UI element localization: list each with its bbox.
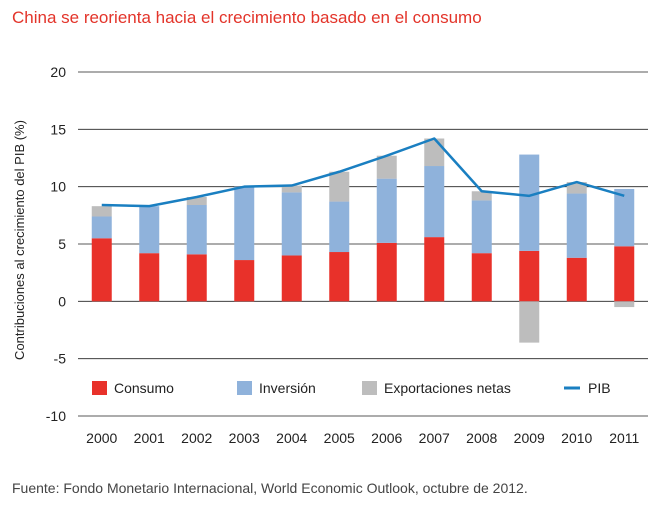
legend-pib: PIB [564,380,611,396]
bar-consumo [234,260,255,302]
x-tick-label: 2006 [371,430,402,446]
bar-inversion [519,154,540,251]
chart-title: China se reorienta hacia el crecimiento … [12,8,482,27]
bar-inversion [424,166,445,238]
bar-exportaciones-netas [329,171,350,202]
bar-inversion [614,188,635,247]
x-tick-label: 2008 [466,430,497,446]
y-tick-label: 15 [50,121,66,137]
legend-exportaciones-netas: Exportaciones netas [362,380,511,396]
bar-exportaciones-netas [614,301,635,308]
x-tick-label: 2003 [229,430,260,446]
pib-line-path [101,137,625,208]
y-tick-label: 20 [50,64,66,80]
bar-inversion [471,200,492,254]
legend-swatch [237,381,252,395]
bar-consumo [281,255,302,302]
y-tick-label: -10 [46,408,66,424]
y-tick-label: -5 [54,351,67,367]
legend-consumo: Consumo [92,380,174,396]
bar-inversion [91,216,112,239]
y-axis-label: Contribuciones al crecimiento del PIB (%… [12,120,27,360]
x-tick-label: 2009 [514,430,545,446]
legend-swatch [92,381,107,395]
legend-label: Exportaciones netas [384,380,511,396]
bars [91,138,635,343]
bar-exportaciones-netas [424,138,445,167]
bar-inversion [566,193,587,258]
bar-exportaciones-netas [519,301,540,343]
bar-inversion [234,186,255,261]
bar-consumo [376,242,397,302]
pib-line [101,137,625,208]
x-tick-label: 2001 [134,430,165,446]
x-tick-label: 2011 [609,430,639,446]
legend-swatch [362,381,377,395]
bar-exportaciones-netas [471,191,492,201]
bar-exportaciones-netas [281,185,302,193]
x-tick-label: 2002 [181,430,212,446]
bar-consumo [471,253,492,302]
bar-exportaciones-netas [186,196,207,206]
y-tick-label: 0 [58,293,66,309]
grid-lines [78,71,648,417]
legend-label: PIB [588,380,611,396]
x-tick-label: 2000 [86,430,117,446]
legend-label: Consumo [114,380,174,396]
bar-exportaciones-netas [376,155,397,179]
legend-inversion: Inversión [237,380,316,396]
bar-consumo [566,257,587,302]
legend: Consumo Inversión Exportaciones netas PIB [92,380,611,396]
bar-consumo [329,252,350,302]
bar-inversion [329,201,350,253]
y-tick-label: 5 [58,236,66,252]
y-axis-ticks: -10 -5 0 5 10 15 20 [46,64,66,424]
bar-consumo [186,254,207,302]
y-tick-label: 10 [50,179,66,195]
bar-inversion [376,178,397,243]
legend-label: Inversión [259,380,316,396]
bar-inversion [281,192,302,256]
x-tick-label: 2004 [276,430,307,446]
x-tick-label: 2007 [419,430,450,446]
bar-exportaciones-netas [566,182,587,194]
x-tick-label: 2005 [324,430,355,446]
x-axis-ticks: 2000 2001 2002 2003 2004 2005 2006 2007 2008 2009… [86,430,639,446]
bar-consumo [139,253,160,302]
bar-consumo [519,250,540,302]
bar-inversion [139,206,160,254]
source-note: Fuente: Fondo Monetario Internacional, W… [12,480,528,496]
bar-exportaciones-netas [91,206,112,217]
bar-consumo [614,246,635,302]
bar-inversion [186,205,207,255]
x-tick-label: 2010 [561,430,592,446]
bar-consumo [91,238,112,302]
bar-consumo [424,237,445,302]
